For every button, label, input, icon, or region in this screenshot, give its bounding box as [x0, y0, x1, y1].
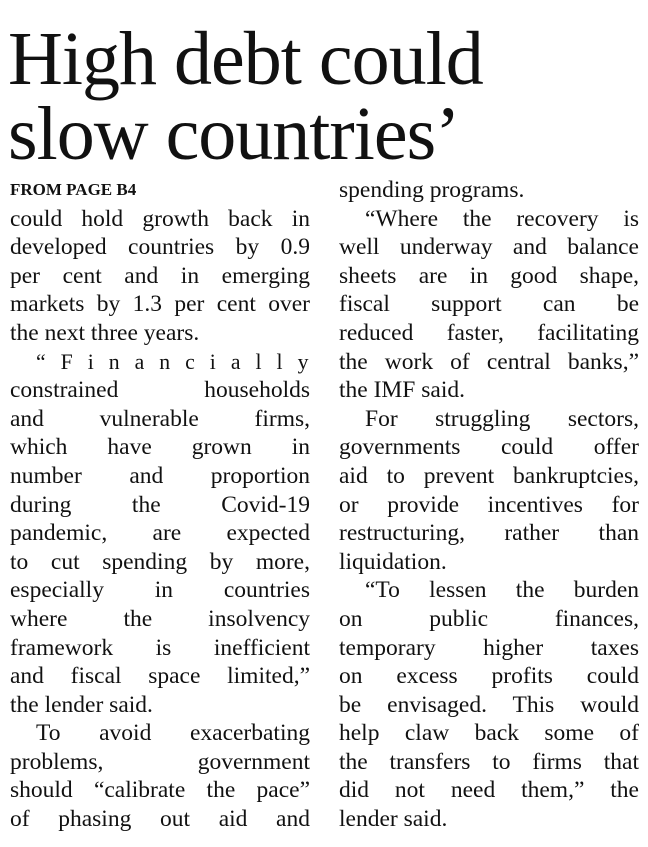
- text-line: which have grown in: [10, 434, 310, 461]
- text-line: framework is inefficient: [10, 634, 310, 661]
- text-line: be envisaged. This would: [339, 691, 639, 718]
- text-line: to cut spending by more,: [10, 548, 310, 575]
- text-line: temporary higher taxes: [339, 634, 639, 661]
- text-line: “Where the recovery is: [365, 205, 639, 232]
- text-line: lender said.: [339, 806, 448, 833]
- text-line: constrained households: [10, 377, 310, 404]
- text-line: To avoid exacerbating: [36, 720, 310, 747]
- text-line: during the Covid-19: [10, 491, 310, 518]
- headline-line: slow countries’: [8, 92, 460, 176]
- text-line: “To lessen the burden: [365, 577, 639, 604]
- text-line: of phasing out aid and: [10, 806, 310, 833]
- text-line: per cent and in emerging: [10, 262, 310, 289]
- text-line: governments could offer: [339, 434, 639, 461]
- text-line: especially in countries: [10, 577, 310, 604]
- text-line: help claw back some of: [339, 720, 639, 747]
- column: spending programs. “Where the recovery is…: [339, 176, 639, 834]
- text-line: the work of central banks,”: [339, 348, 639, 375]
- text-line: and fiscal space limited,”: [10, 663, 310, 690]
- text-line: pandemic, are expected: [10, 520, 310, 547]
- text-line: For struggling sectors,: [365, 405, 639, 432]
- text-line: restructuring, rather than: [339, 520, 639, 547]
- text-line: the transfers to firms that: [339, 748, 639, 775]
- headline: High debt could slow countries’: [8, 17, 484, 176]
- text-line: markets by 1.3 per cent over: [10, 291, 310, 318]
- byline: FROM PAGE B4: [10, 180, 137, 199]
- column: FROM PAGE B4 could hold growth back in dev…: [10, 176, 310, 834]
- text-line: did not need them,” the: [339, 777, 639, 804]
- text-line: could hold growth back in: [10, 205, 310, 232]
- text-line: problems, government: [10, 748, 310, 775]
- text-line: fiscal support can be: [339, 291, 639, 318]
- text-line: number and proportion: [10, 462, 310, 489]
- text-line: should “calibrate the pace”: [10, 777, 310, 804]
- text-line: “Financially: [36, 349, 324, 374]
- headline-line: High debt could: [8, 17, 484, 101]
- text-line: on public finances,: [339, 605, 639, 632]
- text-line: spending programs.: [339, 177, 525, 203]
- text-line: the lender said.: [10, 691, 153, 718]
- text-line: sheets are in good shape,: [339, 262, 639, 289]
- text-line: the next three years.: [10, 319, 200, 346]
- text-line: where the insolvency: [10, 605, 310, 632]
- text-line: developed countries by 0.9: [10, 234, 310, 261]
- text-line: reduced faster, facilitating: [339, 319, 639, 346]
- text-line: well underway and balance: [339, 234, 639, 261]
- text-line: liquidation.: [339, 548, 447, 575]
- text-line: the IMF said.: [339, 377, 465, 404]
- text-line: or provide incentives for: [339, 491, 639, 518]
- text-line: and vulnerable firms,: [10, 405, 310, 432]
- text-line: aid to prevent bankruptcies,: [339, 462, 639, 489]
- text-line: on excess profits could: [339, 663, 639, 690]
